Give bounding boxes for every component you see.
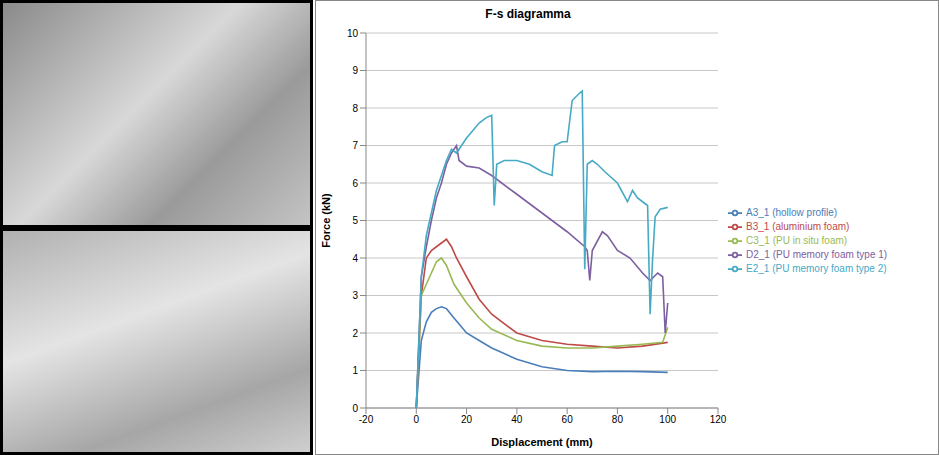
svg-text:2: 2	[352, 328, 358, 339]
html-text:F-s diagramma: F-s diagramma	[485, 7, 571, 21]
svg-text:7: 7	[352, 140, 358, 151]
svg-text:100: 100	[659, 414, 676, 425]
html-text:D2_1 (PU memory foam type 1): D2_1 (PU memory foam type 1)	[746, 248, 888, 260]
svg-text:0: 0	[352, 403, 358, 414]
html-text:B3_1 (aluminium foam): B3_1 (aluminium foam)	[746, 220, 850, 232]
svg-text:20: 20	[461, 414, 473, 425]
svg-text:10: 10	[347, 28, 359, 39]
svg-text:120: 120	[710, 414, 727, 425]
html-text:C3_1 (PU in situ foam): C3_1 (PU in situ foam)	[746, 234, 848, 246]
svg-text:3: 3	[352, 290, 358, 301]
svg-text:5: 5	[352, 215, 358, 226]
svg-text:8: 8	[352, 103, 358, 114]
svg-text:-20: -20	[359, 414, 374, 425]
svg-text:Force (kN): Force (kN)	[320, 193, 332, 248]
html-text:A3_1 (hollow profile): A3_1 (hollow profile)	[746, 206, 838, 218]
svg-text:60: 60	[562, 414, 574, 425]
svg-text:9: 9	[352, 65, 358, 76]
svg-text:0: 0	[414, 414, 420, 425]
svg-text:6: 6	[352, 178, 358, 189]
svg-text:1: 1	[352, 365, 358, 376]
svg-text:4: 4	[352, 253, 358, 264]
svg-text:Displacement (mm): Displacement (mm)	[491, 436, 593, 448]
svg-text:80: 80	[612, 414, 624, 425]
html-text:E2_1 (PU memory foam type 2): E2_1 (PU memory foam type 2)	[746, 262, 887, 274]
svg-text:40: 40	[511, 414, 523, 425]
